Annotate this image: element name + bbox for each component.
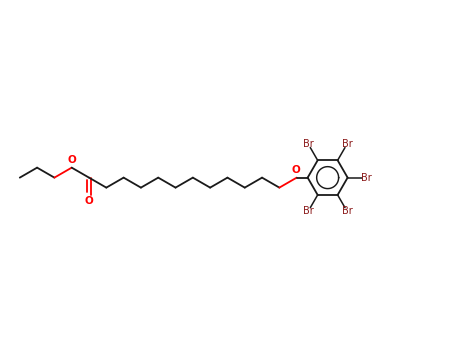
Text: Br: Br <box>342 139 352 149</box>
Text: O: O <box>67 155 76 165</box>
Text: Br: Br <box>342 206 352 216</box>
Text: Br: Br <box>303 206 313 216</box>
Text: Br: Br <box>361 173 372 183</box>
Text: Br: Br <box>303 139 313 149</box>
Text: O: O <box>85 196 93 206</box>
Text: O: O <box>292 165 300 175</box>
